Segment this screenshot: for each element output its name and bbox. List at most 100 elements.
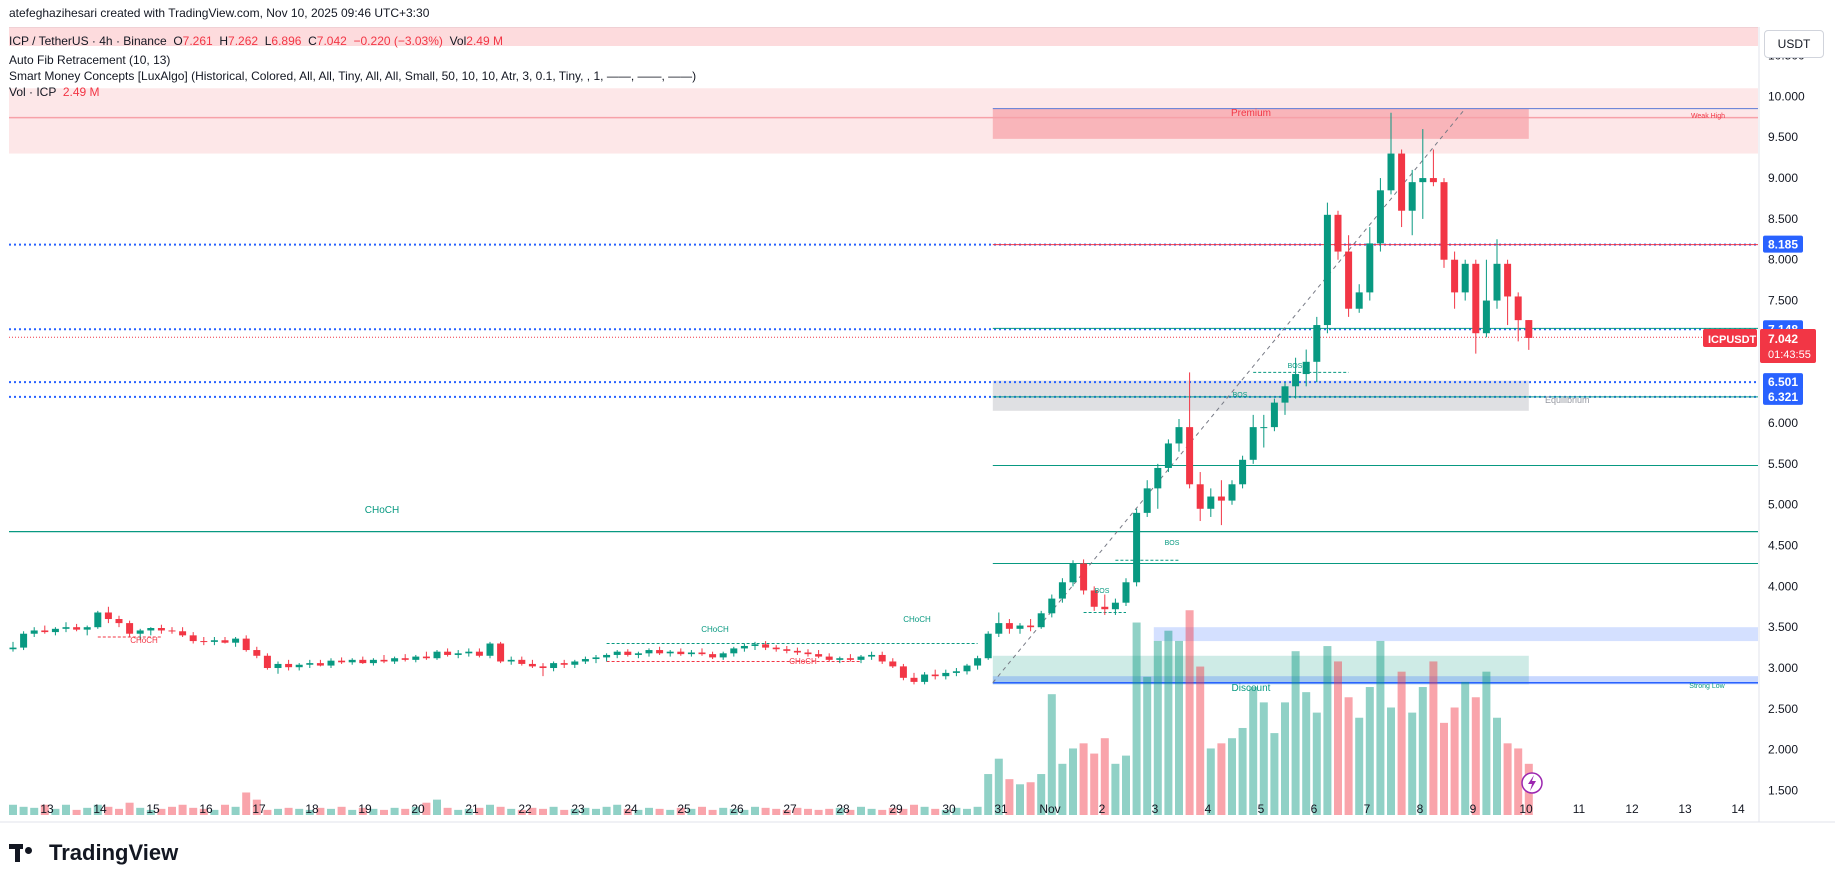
candle [772,645,780,652]
x-tick-label: 29 [889,802,903,816]
candle [942,669,950,680]
candle [380,654,388,664]
volume-bar [549,806,558,815]
candle-body [210,640,218,642]
x-tick-label: 12 [1625,802,1639,816]
candle [136,628,144,640]
candle [846,654,854,662]
volume-bar [931,808,940,815]
x-tick-label: Nov [1039,802,1060,816]
candle [560,659,568,669]
candle [306,659,314,669]
y-tick-label: 2.000 [1768,743,1798,757]
candle [1398,149,1406,228]
candle-body [62,627,70,629]
candle [1186,372,1194,489]
tradingview-logo[interactable]: TradingView [9,840,178,866]
candle-body [634,653,642,655]
vol-value: 2.49 M [466,34,503,48]
tradingview-logo-icon [9,842,43,864]
candle-body [1419,178,1427,183]
candle [1080,559,1088,595]
candle [1525,319,1533,350]
volume-bar [422,802,431,815]
demand-ob-lower [992,676,1758,685]
candle [73,623,81,632]
indicator-volume[interactable]: Vol · ICP 2.49 M [9,85,100,99]
candle-body [730,648,738,654]
y-tick-label: 3.000 [1768,661,1798,675]
candle-body [581,659,589,662]
candle-body [338,660,346,663]
structure-label: CHoCH [365,505,399,516]
candle [984,631,992,660]
candle [581,656,589,664]
candle [422,651,430,660]
volume-bar [464,808,473,815]
last-price-badge [1760,328,1816,363]
candle [857,654,865,664]
symbol-name[interactable]: ICP / TetherUS · 4h · Binance [9,34,167,48]
candle-body [1111,602,1119,610]
candle-body [698,652,706,655]
candle [157,624,165,634]
candle-body [9,647,17,650]
price-badge [1763,387,1803,405]
structure-label: BOS [1165,540,1180,547]
x-tick-label: 13 [40,802,54,816]
candle-body [857,656,865,660]
candle [1207,488,1215,517]
candle-body [1260,427,1268,429]
indicator-smc[interactable]: Smart Money Concepts [LuxAlgo] (Historic… [9,69,697,83]
candle [1419,129,1427,219]
candle [486,641,494,659]
volume-bar [337,806,346,815]
candle-body [486,643,494,656]
candle-body [624,651,632,655]
volume-bar [125,802,134,815]
volume-bar [687,808,696,815]
candle [115,615,123,628]
volume-bar [1503,743,1512,815]
currency-button[interactable]: USDT [1764,30,1824,58]
candle [963,663,971,675]
y-tick-label: 7.500 [1768,294,1798,308]
candle [1260,414,1268,448]
candle [1504,259,1512,326]
candle [242,635,250,652]
candle-body [1472,263,1480,334]
volume-bar [1365,687,1374,815]
volume-bar [1026,782,1035,815]
candle [20,631,28,651]
candle-body [1525,320,1533,338]
volume-bar [1387,707,1395,815]
x-tick-label: 21 [465,802,479,816]
candle [168,627,176,634]
candle-body [391,658,399,662]
candle-body [1005,623,1013,629]
candle [740,643,748,652]
volume-bar [1111,763,1120,815]
candle-body [1154,467,1162,489]
candle [83,625,91,636]
candle [465,648,473,657]
price-badge [1763,235,1803,253]
volume-bar [1493,717,1501,815]
zone-label: Discount [1232,683,1271,694]
candle-body [475,651,483,656]
candle [51,627,59,636]
candle-body [592,657,600,660]
candle [666,650,674,657]
close-value: 7.042 [316,34,347,48]
symbol-badge [1703,328,1757,347]
candle-body [115,619,123,624]
candle-body [846,658,854,660]
volume-bar [1196,666,1205,815]
candle [285,659,293,671]
x-tick-label: 28 [836,802,850,816]
candle-body [1451,259,1459,293]
candle-body [868,654,876,657]
symbol-legend[interactable]: ICP / TetherUS · 4h · Binance O7.261 H7.… [9,34,503,48]
indicator-fib[interactable]: Auto Fib Retracement (10, 13) [9,53,171,67]
